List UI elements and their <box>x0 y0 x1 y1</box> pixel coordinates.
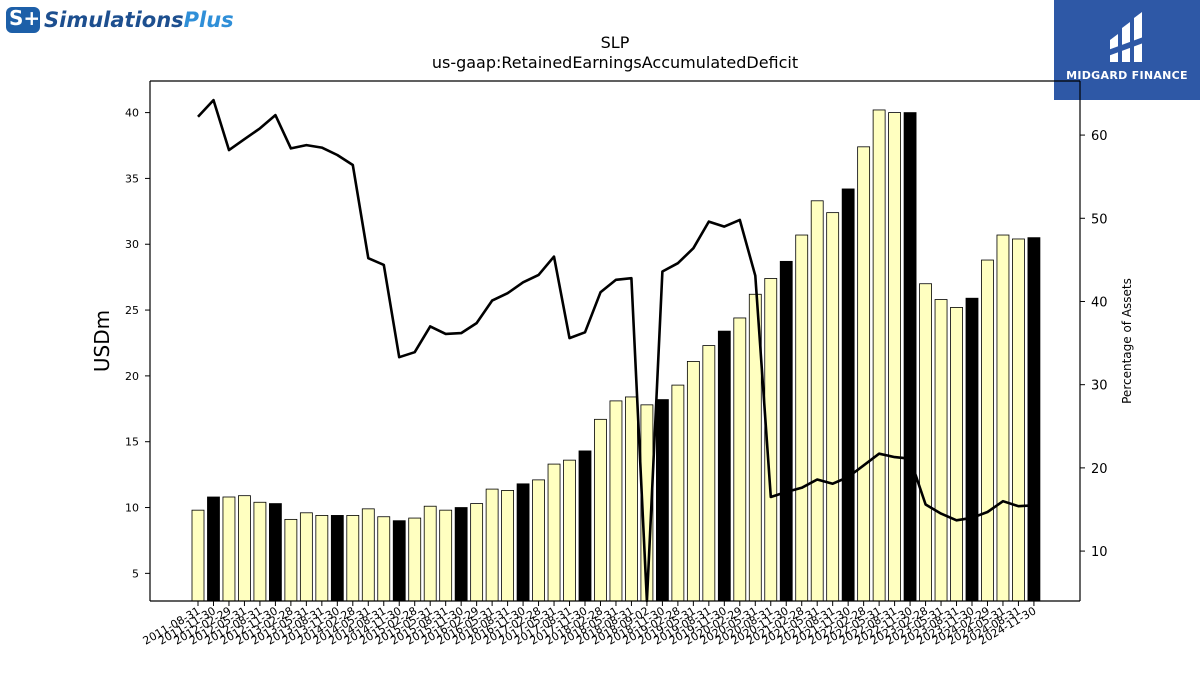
bar <box>903 112 917 602</box>
bar <box>532 479 545 602</box>
simulations-plus-wordmark: SimulationsPlus <box>44 8 234 32</box>
simulations-plus-logo: S+ SimulationsPlus <box>6 6 234 34</box>
bar <box>578 450 592 602</box>
bar <box>919 283 932 602</box>
bar <box>1027 237 1041 602</box>
bar <box>625 396 638 602</box>
bar <box>330 515 344 602</box>
bar <box>346 515 360 602</box>
y-tick-label: 40 <box>125 107 139 120</box>
bar <box>423 505 437 602</box>
bar <box>795 234 809 602</box>
y-tick-label: 30 <box>125 238 139 251</box>
bar <box>934 299 948 602</box>
midgard-emblem-icon <box>1108 12 1146 62</box>
bar <box>841 188 855 602</box>
bar <box>810 200 824 602</box>
y-tick-label: 5 <box>132 567 139 580</box>
bar <box>981 259 994 602</box>
bar <box>872 109 886 602</box>
bar <box>547 463 561 602</box>
y-axis-label: USDm <box>90 310 114 372</box>
y-tick-label: 25 <box>125 304 139 317</box>
midgard-finance-name: MIDGARD FINANCE <box>1066 69 1188 82</box>
bar <box>950 307 963 602</box>
bar <box>965 297 979 602</box>
y2-tick-label: 30 <box>1091 379 1108 394</box>
bar <box>238 495 251 602</box>
bar <box>392 520 406 602</box>
logo-mark-text: S+ <box>9 6 41 30</box>
bar <box>222 496 236 602</box>
bar <box>191 509 205 602</box>
bar <box>299 512 313 602</box>
midgard-finance-logo: MIDGARD FINANCE <box>1054 0 1200 100</box>
bar <box>563 459 576 602</box>
logo-name-accent: Plus <box>183 8 234 32</box>
bar <box>408 517 422 602</box>
bar <box>516 483 530 602</box>
y-tick-label: 35 <box>125 172 139 185</box>
logo-name-main: Simulations <box>44 8 184 32</box>
chart-title: SLP <box>600 33 630 52</box>
bar <box>779 260 793 602</box>
bar <box>671 384 685 602</box>
simulations-plus-mark-icon: S+ <box>6 6 41 33</box>
bar <box>439 509 453 602</box>
bar <box>454 507 468 602</box>
y-tick-label: 10 <box>125 502 139 515</box>
bar <box>857 146 871 602</box>
bar <box>207 496 220 602</box>
y2-tick-label: 60 <box>1091 129 1108 144</box>
bar <box>315 515 329 602</box>
bar <box>826 212 840 602</box>
bar <box>253 501 267 602</box>
bar <box>656 399 669 602</box>
y2-tick-label: 10 <box>1091 545 1108 560</box>
y2-tick-label: 40 <box>1091 295 1108 310</box>
bar <box>702 345 716 602</box>
bar <box>1012 238 1025 602</box>
bar <box>996 234 1010 602</box>
bar <box>268 503 282 602</box>
bar <box>686 361 700 602</box>
bar <box>609 400 623 602</box>
y2-axis-label: Percentage of Assets <box>1120 278 1134 404</box>
bar <box>470 503 484 602</box>
bar <box>733 317 747 602</box>
line-series <box>197 98 1034 603</box>
y-tick-label: 15 <box>125 436 139 449</box>
bar <box>594 418 607 602</box>
bar <box>485 488 499 602</box>
bar <box>377 516 391 602</box>
chart-subtitle: us-gaap:RetainedEarningsAccumulatedDefic… <box>431 53 799 72</box>
bar <box>717 330 731 602</box>
bar <box>501 490 515 602</box>
y2-tick-label: 20 <box>1091 462 1108 477</box>
y2-tick-label: 50 <box>1091 212 1108 227</box>
bar <box>284 518 298 602</box>
bar <box>361 508 375 602</box>
y-tick-label: 20 <box>125 370 139 383</box>
bar <box>888 112 901 602</box>
